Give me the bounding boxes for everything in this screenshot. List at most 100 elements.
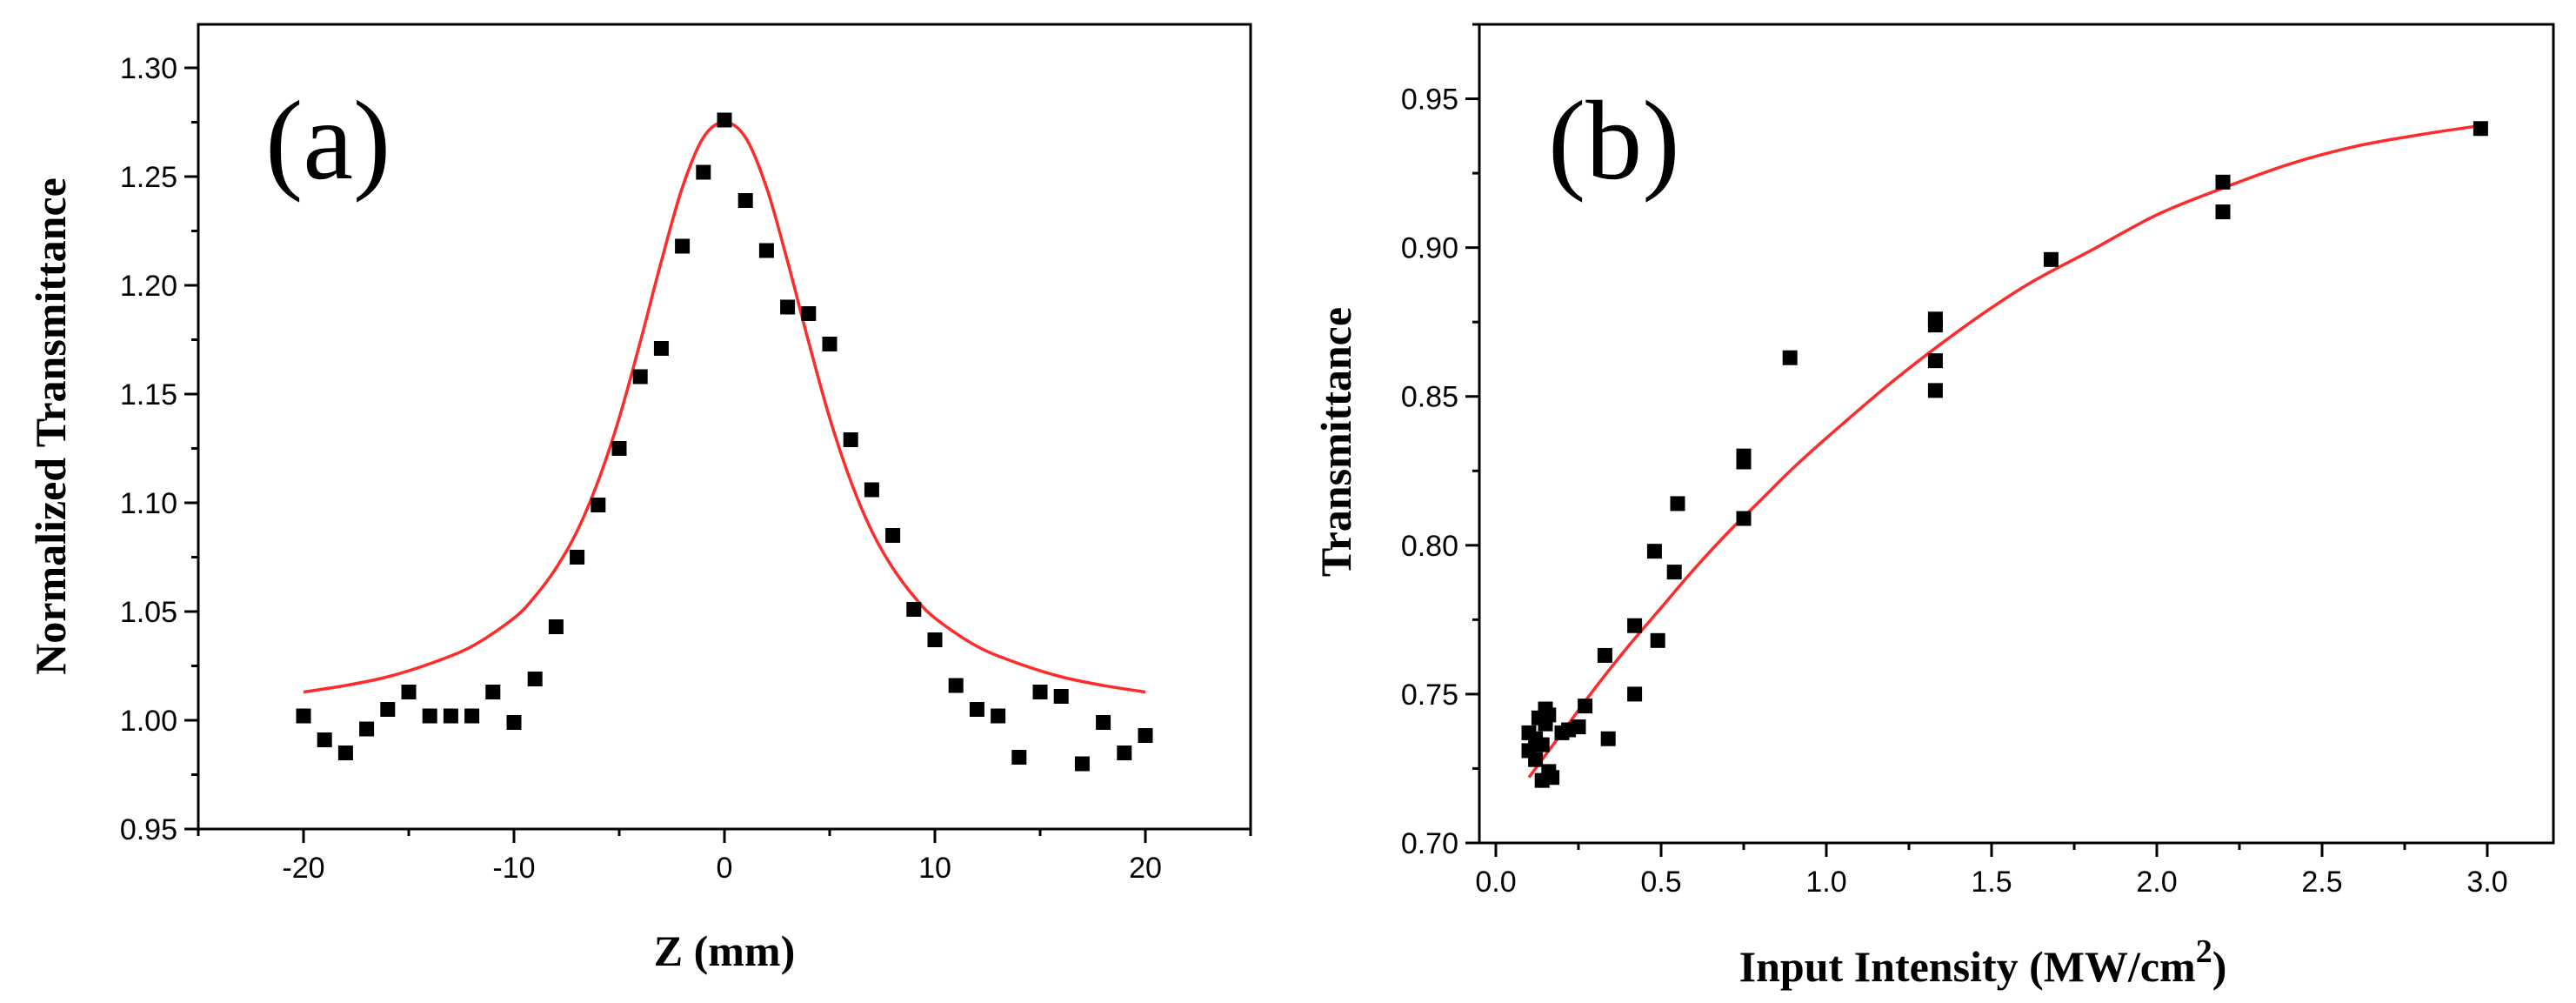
b-x-tick-label: 1.0 bbox=[1805, 866, 1846, 899]
b-y-tick-label: 0.85 bbox=[1401, 381, 1458, 414]
a-data-point bbox=[337, 746, 353, 760]
panel-b-label: (b) bbox=[1548, 78, 1680, 204]
a-data-point bbox=[717, 112, 732, 128]
b-y-tick-label: 0.95 bbox=[1401, 84, 1458, 117]
a-data-point bbox=[969, 702, 984, 717]
panel-a-tick-labels: -20 -10 0 10 20 0.95 1.00 1.05 1.10 1.15 1.20 1.25 1… bbox=[120, 52, 1162, 885]
b-x-tick-label: 1.5 bbox=[1971, 866, 2012, 899]
b-data-point bbox=[1666, 565, 1682, 580]
a-data-point bbox=[380, 702, 396, 717]
panel-b-x-axis-title-superscript: 2 bbox=[2196, 933, 2212, 970]
a-y-tick-label: 1.00 bbox=[120, 705, 177, 738]
a-data-point bbox=[591, 498, 606, 512]
panel-b-plot-frame bbox=[1478, 23, 2555, 845]
b-data-point bbox=[2215, 174, 2231, 190]
b-data-point bbox=[1571, 719, 1586, 735]
a-x-tick-label: 10 bbox=[918, 852, 951, 885]
b-y-tick-label: 0.90 bbox=[1401, 232, 1458, 265]
a-data-point bbox=[1011, 750, 1027, 765]
b-x-tick-label: 0.5 bbox=[1640, 866, 1681, 899]
b-data-point bbox=[1646, 544, 1662, 559]
a-data-point bbox=[632, 369, 648, 384]
a-y-tick-label: 1.10 bbox=[120, 487, 177, 520]
a-data-point bbox=[317, 732, 332, 747]
panel-a-fit-line bbox=[303, 120, 1146, 694]
panel-a-y-axis-title: Normalized Transmittance bbox=[26, 177, 75, 675]
b-data-point bbox=[1736, 448, 1752, 464]
a-data-point bbox=[527, 672, 543, 686]
a-data-point bbox=[1117, 746, 1132, 760]
a-data-point bbox=[885, 528, 901, 543]
a-data-point bbox=[653, 341, 669, 356]
a-data-point bbox=[696, 164, 711, 180]
b-x-tick-label: 2.5 bbox=[2301, 866, 2342, 899]
b-data-point bbox=[1600, 731, 1616, 746]
b-data-point bbox=[1534, 737, 1550, 752]
b-data-point bbox=[1650, 632, 1665, 648]
b-data-point bbox=[1627, 686, 1643, 702]
a-data-point bbox=[548, 619, 564, 634]
panel-b-ticks bbox=[1465, 23, 2489, 857]
a-y-tick-label: 1.20 bbox=[120, 270, 177, 303]
b-y-tick-label: 0.75 bbox=[1401, 679, 1458, 712]
a-y-tick-label: 1.30 bbox=[120, 52, 177, 85]
a-y-tick-label: 1.05 bbox=[120, 596, 177, 629]
b-x-tick-label: 2.0 bbox=[2136, 866, 2177, 899]
a-data-point bbox=[906, 602, 922, 617]
panel-b: (b) 0.0 0.5 1.0 1.5 2.0 2.5 3.0 0.70 0.75 0.80 0.8… bbox=[1311, 23, 2555, 991]
a-data-point bbox=[1074, 756, 1090, 772]
b-data-point bbox=[2215, 204, 2231, 220]
panel-b-x-axis-title-suffix: ) bbox=[2212, 942, 2227, 991]
b-data-point bbox=[1541, 707, 1557, 723]
a-data-point bbox=[401, 685, 417, 699]
a-data-point bbox=[296, 708, 311, 724]
b-data-point bbox=[1927, 318, 1943, 333]
a-x-tick-label: 0 bbox=[717, 852, 733, 885]
b-data-point bbox=[1670, 496, 1685, 512]
panel-a-data-points bbox=[296, 112, 1153, 772]
a-data-point bbox=[611, 441, 627, 456]
a-data-point bbox=[927, 632, 943, 647]
a-data-point bbox=[422, 708, 437, 724]
panel-b-fit-line bbox=[1527, 124, 2481, 779]
panel-b-data-points bbox=[1521, 121, 2488, 788]
b-data-point bbox=[2473, 121, 2488, 137]
a-x-tick-label: 20 bbox=[1129, 852, 1162, 885]
b-data-point bbox=[2043, 251, 2059, 267]
a-data-point bbox=[675, 238, 691, 254]
a-data-point bbox=[737, 193, 753, 208]
a-data-point bbox=[506, 715, 522, 730]
a-y-tick-label: 0.95 bbox=[120, 813, 177, 846]
a-data-point bbox=[758, 243, 774, 258]
b-data-point bbox=[1597, 647, 1612, 663]
a-data-point bbox=[1138, 728, 1153, 743]
a-data-point bbox=[843, 432, 858, 447]
b-data-point bbox=[1545, 770, 1560, 786]
a-data-point bbox=[359, 721, 375, 737]
b-data-point bbox=[1736, 511, 1752, 526]
b-y-tick-label: 0.80 bbox=[1401, 530, 1458, 563]
panel-a-x-axis-title: Z (mm) bbox=[654, 926, 795, 975]
a-x-tick-label: -20 bbox=[282, 852, 324, 885]
b-x-tick-label: 3.0 bbox=[2466, 866, 2507, 899]
a-data-point bbox=[822, 337, 838, 351]
panel-b-x-axis-title: Input Intensity (MW/cm2) bbox=[1739, 933, 2227, 991]
a-data-point bbox=[864, 482, 879, 498]
panel-b-x-axis-title-main: Input Intensity (MW/cm bbox=[1739, 942, 2196, 991]
a-data-point bbox=[1096, 715, 1111, 730]
a-data-point bbox=[780, 299, 796, 315]
panel-a: (a) -20 -10 0 10 20 0.95 1.00 1.05 1.10 1.15 1.20 1… bbox=[26, 23, 1252, 975]
b-data-point bbox=[1927, 353, 1943, 369]
a-y-tick-label: 1.15 bbox=[120, 378, 177, 411]
a-data-point bbox=[801, 306, 817, 321]
a-data-point bbox=[948, 678, 964, 693]
a-data-point bbox=[991, 708, 1006, 724]
panel-b-tick-labels: 0.0 0.5 1.0 1.5 2.0 2.5 3.0 0.70 0.75 0.80 0.85 0.9… bbox=[1401, 84, 2508, 899]
panel-a-plot-frame bbox=[197, 23, 1252, 831]
b-data-point bbox=[1782, 350, 1798, 365]
b-x-tick-label: 0.0 bbox=[1475, 866, 1516, 899]
a-data-point bbox=[570, 550, 585, 565]
b-data-point bbox=[1528, 752, 1544, 767]
a-data-point bbox=[443, 708, 458, 724]
